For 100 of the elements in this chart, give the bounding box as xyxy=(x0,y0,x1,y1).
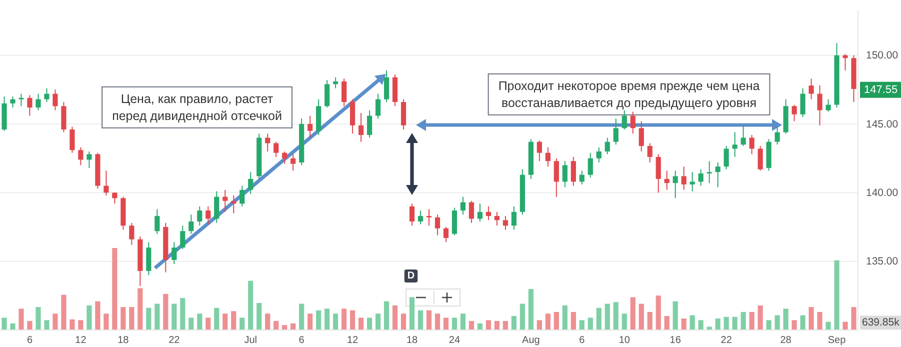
bar xyxy=(834,260,840,330)
candlestick xyxy=(44,88,50,103)
candlestick xyxy=(681,166,686,190)
bar xyxy=(44,320,50,330)
bar xyxy=(308,314,313,330)
candlestick xyxy=(460,196,466,216)
bar xyxy=(138,288,143,330)
bar xyxy=(10,323,16,330)
text: 639.85k xyxy=(862,316,900,329)
candlestick xyxy=(800,88,806,118)
bar xyxy=(656,296,661,330)
x-tick-label: Sep xyxy=(828,335,846,346)
bar xyxy=(333,314,338,330)
bar xyxy=(452,318,458,330)
bar xyxy=(690,315,695,330)
bar xyxy=(808,307,814,330)
bar xyxy=(477,323,483,330)
candlestick xyxy=(375,93,381,119)
candlestick xyxy=(434,214,440,236)
bar xyxy=(52,314,58,330)
candlestick xyxy=(672,170,678,199)
bar xyxy=(172,304,177,330)
bar xyxy=(792,320,797,330)
bar xyxy=(647,312,652,330)
candlestick xyxy=(596,146,602,163)
bar xyxy=(604,304,610,330)
candlestick xyxy=(10,96,16,108)
candlestick xyxy=(443,226,449,243)
bar xyxy=(698,320,704,330)
candlestick xyxy=(724,145,729,170)
bar xyxy=(817,312,822,330)
bar xyxy=(613,302,618,330)
bar xyxy=(826,322,831,330)
bar xyxy=(248,280,254,330)
bar xyxy=(342,308,347,330)
bar xyxy=(494,320,500,330)
bar xyxy=(214,308,220,330)
annotation: D xyxy=(407,270,415,282)
bar xyxy=(120,307,126,330)
x-tick-label: 22 xyxy=(168,335,180,346)
candlestick xyxy=(622,110,627,130)
bar xyxy=(468,320,474,330)
bar xyxy=(638,304,644,330)
candlestick xyxy=(366,110,372,138)
candlestick xyxy=(588,152,593,178)
bar xyxy=(664,316,670,330)
bar xyxy=(426,310,432,330)
bar xyxy=(299,304,304,330)
bar xyxy=(715,318,720,330)
annotation: Проходит некоторое время прежде чем цена восстанавливается до предыдущего уровня xyxy=(498,78,760,110)
candlestick xyxy=(638,120,644,152)
candlestick xyxy=(61,102,66,133)
candlestick xyxy=(324,80,330,108)
x-tick-label: 22 xyxy=(720,335,732,346)
bar xyxy=(274,320,279,330)
candlestick xyxy=(545,146,550,168)
candlestick xyxy=(418,210,424,225)
bar xyxy=(86,305,92,330)
candlestick xyxy=(698,168,704,186)
bar xyxy=(418,310,424,330)
candlestick xyxy=(468,200,474,224)
candlestick xyxy=(188,214,194,234)
bar xyxy=(375,314,381,330)
bar xyxy=(240,318,245,330)
candlestick xyxy=(104,170,109,196)
bar xyxy=(486,320,492,330)
candlestick xyxy=(214,190,220,224)
x-tick-label: 12 xyxy=(346,335,359,346)
bar xyxy=(36,307,41,330)
candlestick xyxy=(749,134,754,155)
x-tick-label: 6 xyxy=(579,335,586,346)
bar xyxy=(112,248,118,330)
candlestick xyxy=(384,70,390,103)
bar xyxy=(256,302,262,330)
x-tick-label: 18 xyxy=(118,335,130,346)
bar xyxy=(27,320,32,330)
candlestick xyxy=(826,98,831,112)
candlestick xyxy=(18,93,24,107)
x-tick-label: 18 xyxy=(406,335,418,346)
candlestick xyxy=(78,146,84,166)
candlestick xyxy=(486,206,492,221)
bar xyxy=(766,320,772,330)
bar xyxy=(70,319,75,330)
y-tick-label: 150.00 xyxy=(866,50,898,62)
bar xyxy=(104,314,109,330)
bar xyxy=(800,315,806,330)
candlestick xyxy=(409,203,415,226)
candlestick xyxy=(222,189,228,212)
candlestick xyxy=(358,112,364,142)
bar xyxy=(146,308,152,330)
bar xyxy=(316,310,322,330)
candlestick xyxy=(477,203,483,222)
candlestick xyxy=(27,94,32,116)
bar xyxy=(78,320,84,330)
candlestick xyxy=(656,154,661,194)
candlestick xyxy=(308,115,313,138)
bar xyxy=(197,314,202,330)
candlestick xyxy=(511,206,516,230)
annotation: 147.55 xyxy=(864,84,898,96)
bar xyxy=(434,314,440,330)
